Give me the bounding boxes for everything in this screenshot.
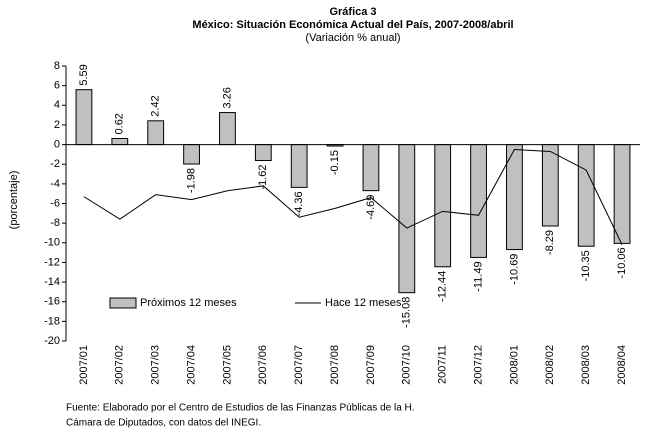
x-tick-label: 2007/11 [437,345,449,384]
y-tick-label: 2 [54,119,60,131]
x-tick-label: 2008/03 [580,345,592,385]
y-tick-label: -10 [44,237,60,249]
bar [434,144,452,268]
bar [75,89,93,146]
legend-label: Hace 12 meses [325,297,402,309]
y-tick-label: -20 [44,335,60,347]
x-tick-label: 2007/05 [221,345,233,385]
x-tick-label: 2007/04 [185,345,197,385]
chart-subtitle: (Variación % anual) [305,32,400,44]
data-label: 0.62 [114,113,126,134]
data-label: 5.59 [78,64,90,85]
x-tick-label: 2008/04 [616,345,628,385]
x-tick-label: 2007/06 [257,345,269,385]
bar [219,112,236,146]
data-label: -4.36 [293,191,305,216]
x-tick-label: 2008/02 [544,345,556,385]
y-tick-label: 4 [54,99,60,111]
y-tick-label: 8 [54,60,60,72]
y-tick-label: -2 [50,158,60,170]
bar [577,144,595,247]
x-tick-label: 2008/01 [508,345,520,385]
data-label: -10.69 [508,254,520,285]
x-tick-label: 2007/10 [401,345,413,385]
x-tick-label: 2007/09 [365,345,377,385]
bar [470,144,487,258]
y-axis-label: (porcentaje) [8,171,20,230]
y-tick-label: -14 [44,276,60,288]
data-label: 3.26 [221,87,233,108]
data-label: -12.44 [437,271,449,302]
data-label: -10.06 [616,247,628,278]
legend-label: Próximos 12 meses [140,297,237,309]
data-label: -8.29 [544,230,556,255]
data-label: -1.98 [185,168,197,193]
bar [147,120,165,146]
x-tick-label: 2007/03 [150,345,162,385]
source-note: Cámara de Diputados, con datos del INEGI… [66,418,261,429]
line [83,148,623,245]
y-tick-label: 6 [54,80,60,92]
y-tick-label: -16 [44,296,60,308]
bar [254,144,272,161]
bar [290,144,308,188]
chart-title: Gráfica 3 [329,6,376,18]
y-tick-label: -12 [44,256,60,268]
bar [613,144,631,244]
bar [398,144,416,294]
x-tick-label: 2007/01 [78,345,90,385]
legend-swatch [109,297,137,309]
source-note: Fuente: Elaborado por el Centro de Estud… [66,403,415,414]
chart-subtitle: México: Situación Económica Actual del P… [192,19,513,31]
x-tick-label: 2007/12 [472,345,484,385]
data-label: -15.08 [401,297,413,328]
x-tick-label: 2007/08 [329,345,341,385]
data-label: -11.49 [472,261,484,291]
x-tick-label: 2007/02 [114,345,126,385]
bar [111,137,129,146]
y-tick-label: -18 [44,315,60,327]
data-label: -10.35 [580,250,592,281]
data-label: 2.42 [150,95,162,116]
data-label: -4.69 [365,195,377,220]
y-tick-label: -6 [50,197,60,209]
bar [362,144,380,192]
y-tick-label: 0 [54,138,60,150]
x-tick-label: 2007/07 [293,345,305,385]
y-tick-label: -8 [50,217,60,229]
bar [183,144,200,165]
data-label: -1.62 [257,164,269,189]
data-label: -0.15 [329,150,341,175]
bar [541,144,559,227]
y-tick-label: -4 [50,178,60,190]
